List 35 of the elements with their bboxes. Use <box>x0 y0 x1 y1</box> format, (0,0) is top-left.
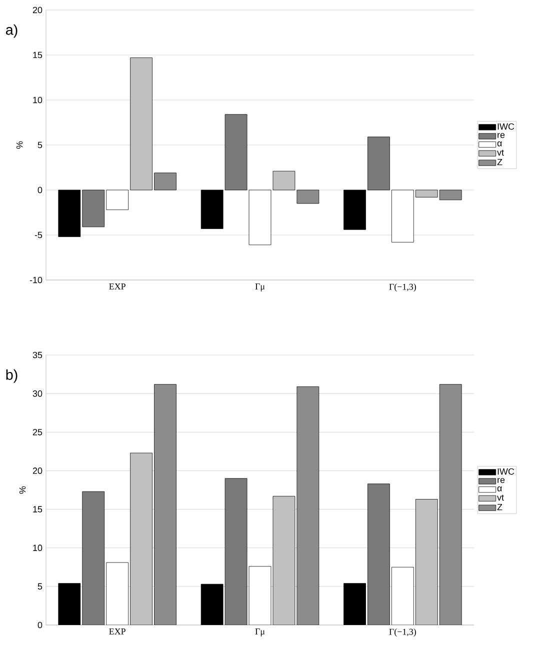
y-tick-label: -10 <box>30 276 42 284</box>
y-tick-label: 10 <box>33 544 42 552</box>
x-tick-label: Γμ <box>255 628 265 636</box>
y-tick-label: 30 <box>32 390 42 397</box>
legend-label: vt <box>497 150 504 156</box>
x-tick-label: EXP <box>109 284 126 290</box>
legend-label: re <box>498 478 505 484</box>
y-tick-label: 25 <box>32 428 42 436</box>
y-axis-title: % <box>16 141 23 149</box>
x-tick-label: Γ(−1,3) <box>389 628 416 637</box>
y-tick-label: 5 <box>38 142 42 148</box>
y-tick-label: 0 <box>38 186 42 194</box>
legend-label: Z <box>497 158 502 166</box>
x-tick-label: EXP <box>109 628 126 634</box>
x-tick-label: Γμ <box>255 284 265 292</box>
y-axis-title: % <box>19 486 26 494</box>
x-tick-label: Γ(−1,3) <box>389 284 416 292</box>
legend-label: re <box>498 133 505 138</box>
y-tick-label: 0 <box>38 622 42 628</box>
legend-label: α <box>497 141 502 146</box>
legend-label: α <box>497 486 502 492</box>
legend-label: Z <box>497 504 502 510</box>
y-tick-label: 10 <box>33 96 42 104</box>
legend-label: vt <box>497 494 504 501</box>
y-tick-label: 15 <box>33 52 42 58</box>
y-tick-label: -5 <box>34 232 42 238</box>
legend-label: IWC <box>498 468 514 475</box>
y-tick-label: 20 <box>32 6 42 14</box>
y-tick-label: 5 <box>38 583 42 590</box>
legend-label: IWC <box>498 123 514 130</box>
y-tick-label: 20 <box>32 468 42 474</box>
y-tick-label: 35 <box>32 352 42 358</box>
text: a) <box>6 24 18 38</box>
text: b) <box>6 369 18 383</box>
y-tick-label: 15 <box>33 506 42 512</box>
